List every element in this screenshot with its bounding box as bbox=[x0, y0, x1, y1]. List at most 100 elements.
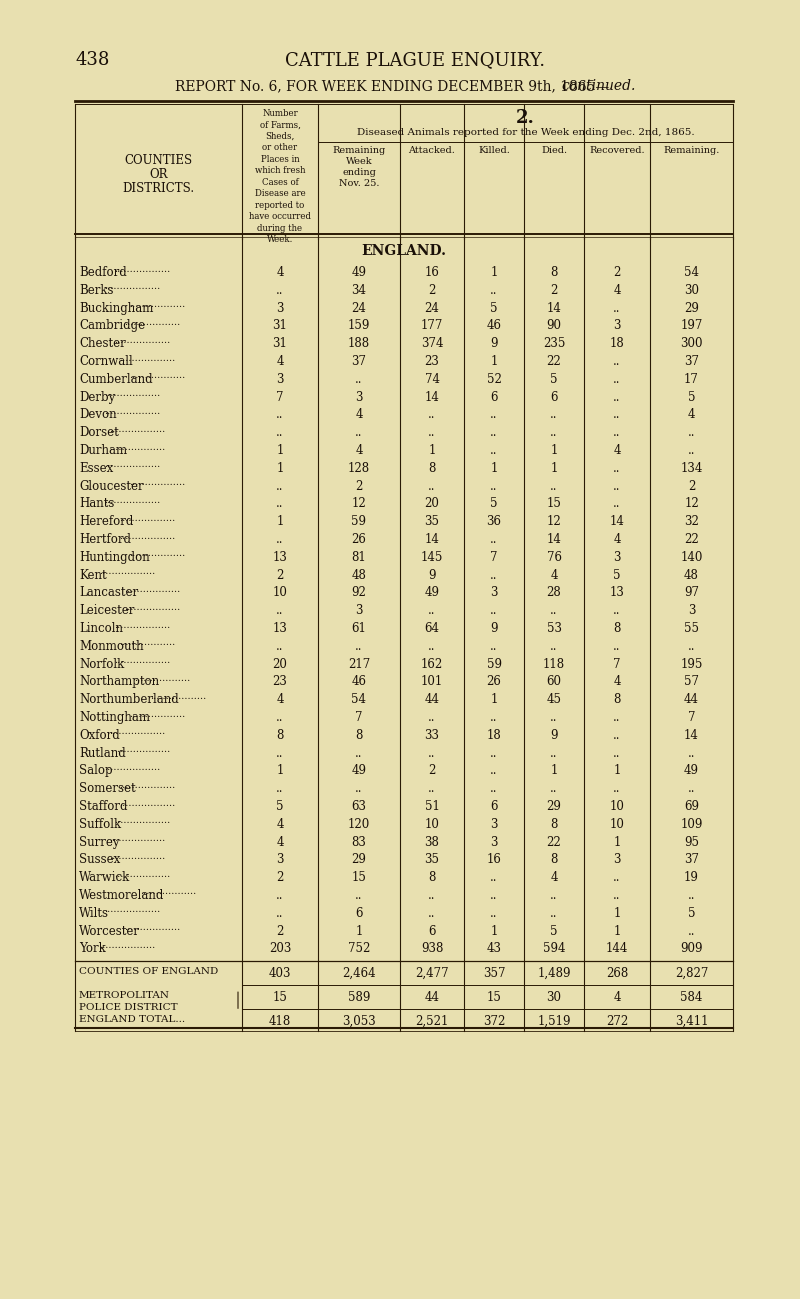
Text: ..: .. bbox=[276, 907, 284, 920]
Text: ..................: .................. bbox=[104, 282, 161, 291]
Text: 14: 14 bbox=[425, 391, 439, 404]
Text: Remaining
Week
ending
Nov. 25.: Remaining Week ending Nov. 25. bbox=[332, 145, 386, 188]
Text: 5: 5 bbox=[490, 301, 498, 314]
Text: 97: 97 bbox=[684, 586, 699, 599]
Text: 61: 61 bbox=[351, 622, 366, 635]
Text: 938: 938 bbox=[421, 942, 443, 955]
Text: 53: 53 bbox=[546, 622, 562, 635]
Text: 357: 357 bbox=[482, 968, 506, 981]
Text: 9: 9 bbox=[490, 622, 498, 635]
Text: Durham: Durham bbox=[79, 444, 127, 457]
Text: Rutland: Rutland bbox=[79, 747, 126, 760]
Text: 46: 46 bbox=[486, 320, 502, 333]
Text: 7: 7 bbox=[355, 711, 362, 724]
Text: 14: 14 bbox=[425, 533, 439, 546]
Text: 1: 1 bbox=[614, 835, 621, 848]
Text: ..: .. bbox=[276, 479, 284, 492]
Text: ..: .. bbox=[614, 479, 621, 492]
Text: ..: .. bbox=[614, 373, 621, 386]
Text: 7: 7 bbox=[688, 711, 695, 724]
Text: 1: 1 bbox=[276, 764, 284, 777]
Text: 20: 20 bbox=[273, 657, 287, 670]
Text: METROPOLITAN: METROPOLITAN bbox=[79, 991, 170, 1000]
Text: 22: 22 bbox=[546, 835, 562, 848]
Text: 12: 12 bbox=[352, 498, 366, 511]
Text: ..: .. bbox=[276, 782, 284, 795]
Text: 195: 195 bbox=[680, 657, 702, 670]
Text: ..: .. bbox=[490, 426, 498, 439]
Text: ..................: .................. bbox=[104, 905, 161, 914]
Text: 81: 81 bbox=[352, 551, 366, 564]
Text: ..................: .................. bbox=[104, 763, 161, 772]
Text: 3: 3 bbox=[688, 604, 695, 617]
Text: ..: .. bbox=[276, 283, 284, 296]
Text: 49: 49 bbox=[684, 764, 699, 777]
Text: 5: 5 bbox=[550, 373, 558, 386]
Text: ..: .. bbox=[550, 408, 558, 421]
Text: ..: .. bbox=[550, 426, 558, 439]
Text: 118: 118 bbox=[543, 657, 565, 670]
Text: 13: 13 bbox=[273, 551, 287, 564]
Text: Salop: Salop bbox=[79, 764, 113, 777]
Text: 1: 1 bbox=[428, 444, 436, 457]
Text: 8: 8 bbox=[276, 729, 284, 742]
Text: 10: 10 bbox=[273, 586, 287, 599]
Text: 128: 128 bbox=[348, 462, 370, 475]
Text: ..: .. bbox=[614, 604, 621, 617]
Text: Sussex: Sussex bbox=[79, 853, 120, 866]
Text: ..................: .................. bbox=[119, 799, 176, 808]
Text: 7: 7 bbox=[614, 657, 621, 670]
Text: ..: .. bbox=[490, 479, 498, 492]
Text: ..: .. bbox=[355, 373, 362, 386]
Text: 1: 1 bbox=[355, 925, 362, 938]
Text: 18: 18 bbox=[610, 338, 624, 351]
Text: Cornwall: Cornwall bbox=[79, 355, 133, 368]
Text: ..: .. bbox=[688, 747, 695, 760]
Text: 403: 403 bbox=[269, 968, 291, 981]
Text: 44: 44 bbox=[425, 694, 439, 707]
Text: 7: 7 bbox=[276, 391, 284, 404]
Text: ..: .. bbox=[276, 498, 284, 511]
Text: ..: .. bbox=[276, 604, 284, 617]
Text: 300: 300 bbox=[680, 338, 702, 351]
Text: 3: 3 bbox=[276, 301, 284, 314]
Text: 8: 8 bbox=[550, 266, 558, 279]
Text: 2,464: 2,464 bbox=[342, 968, 376, 981]
Text: 6: 6 bbox=[355, 907, 362, 920]
Text: 3: 3 bbox=[614, 320, 621, 333]
Text: ..................: .................. bbox=[114, 870, 170, 878]
Text: ..: .. bbox=[688, 426, 695, 439]
Text: ..: .. bbox=[428, 907, 436, 920]
Text: Cambridge: Cambridge bbox=[79, 320, 145, 333]
Text: 63: 63 bbox=[351, 800, 366, 813]
Text: 3: 3 bbox=[614, 551, 621, 564]
Text: 59: 59 bbox=[486, 657, 502, 670]
Text: 32: 32 bbox=[684, 516, 699, 529]
Text: 3,411: 3,411 bbox=[674, 1016, 708, 1029]
Text: 4: 4 bbox=[614, 991, 621, 1004]
Text: 8: 8 bbox=[428, 872, 436, 885]
Text: 1: 1 bbox=[276, 462, 284, 475]
Text: Devon: Devon bbox=[79, 408, 117, 421]
Text: 4: 4 bbox=[355, 408, 362, 421]
Text: 23: 23 bbox=[425, 355, 439, 368]
Text: 8: 8 bbox=[614, 622, 621, 635]
Text: 2.: 2. bbox=[516, 109, 535, 127]
Text: ..: .. bbox=[614, 872, 621, 885]
Text: 57: 57 bbox=[684, 675, 699, 688]
Text: 5: 5 bbox=[688, 907, 695, 920]
Text: 3: 3 bbox=[355, 604, 362, 617]
Text: 1: 1 bbox=[614, 764, 621, 777]
Text: ..................: .................. bbox=[99, 940, 155, 950]
Text: Monmouth: Monmouth bbox=[79, 640, 144, 653]
Text: 8: 8 bbox=[614, 694, 621, 707]
Text: 49: 49 bbox=[351, 266, 366, 279]
Text: 29: 29 bbox=[684, 301, 699, 314]
Text: 8: 8 bbox=[550, 818, 558, 831]
Text: ..: .. bbox=[614, 711, 621, 724]
Text: 2: 2 bbox=[428, 764, 436, 777]
Text: ..: .. bbox=[550, 889, 558, 902]
Text: 6: 6 bbox=[428, 925, 436, 938]
Text: 1: 1 bbox=[490, 266, 498, 279]
Text: ..................: .................. bbox=[130, 478, 186, 487]
